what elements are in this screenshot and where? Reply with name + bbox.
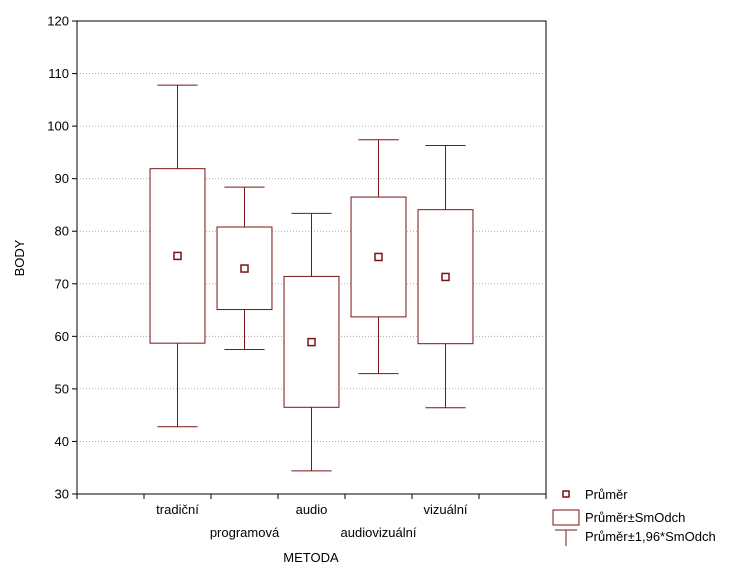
box xyxy=(350,196,407,318)
box-group xyxy=(283,212,340,472)
y-tick-label: 40 xyxy=(55,434,69,449)
box-group xyxy=(216,186,273,350)
y-tick-label: 70 xyxy=(55,276,69,291)
legend-label-box: Průměr±SmOdch xyxy=(585,510,685,525)
x-tick-label: audiovizuální xyxy=(341,525,417,540)
y-tick-label: 100 xyxy=(47,119,69,134)
y-axis-title: BODY xyxy=(12,239,27,276)
x-tick-label: audio xyxy=(296,502,328,517)
plot-marks xyxy=(149,84,474,472)
mean-marker xyxy=(173,251,182,261)
legend-label-whisker: Průměr±1,96*SmOdch xyxy=(585,529,716,544)
legend-marker-mean xyxy=(562,490,570,498)
y-tick-label: 80 xyxy=(55,224,69,239)
y-axis: 30 40 50 60 70 80 90 100 110 120 xyxy=(47,14,77,502)
box-group xyxy=(417,145,474,409)
box-group xyxy=(149,84,206,428)
y-tick-label: 30 xyxy=(55,487,69,502)
y-tick-label: 110 xyxy=(48,66,69,81)
legend-marker-whisker xyxy=(555,529,577,546)
mean-marker xyxy=(240,264,249,273)
y-tick-label: 50 xyxy=(55,381,69,396)
x-axis-title: METODA xyxy=(283,550,339,565)
mean-marker xyxy=(441,272,450,282)
x-tick-label: programová xyxy=(210,525,280,540)
mean-marker xyxy=(374,252,383,262)
x-axis: tradiční programová audio audiovizuální vizu… xyxy=(76,494,547,540)
legend: Průměr Průměr±SmOdch Průměr±1,96*SmOdch xyxy=(552,487,716,546)
plot-frame xyxy=(76,20,547,495)
y-tick-label: 120 xyxy=(47,14,69,29)
mean-marker xyxy=(307,337,316,347)
x-tick-label: tradiční xyxy=(156,502,199,517)
box-group xyxy=(350,139,407,375)
legend-label-mean: Průměr xyxy=(585,487,628,502)
y-tick-label: 90 xyxy=(55,171,69,186)
y-tick-label: 60 xyxy=(55,329,69,344)
legend-marker-box xyxy=(552,509,580,526)
x-tick-label: vizuální xyxy=(423,502,467,517)
